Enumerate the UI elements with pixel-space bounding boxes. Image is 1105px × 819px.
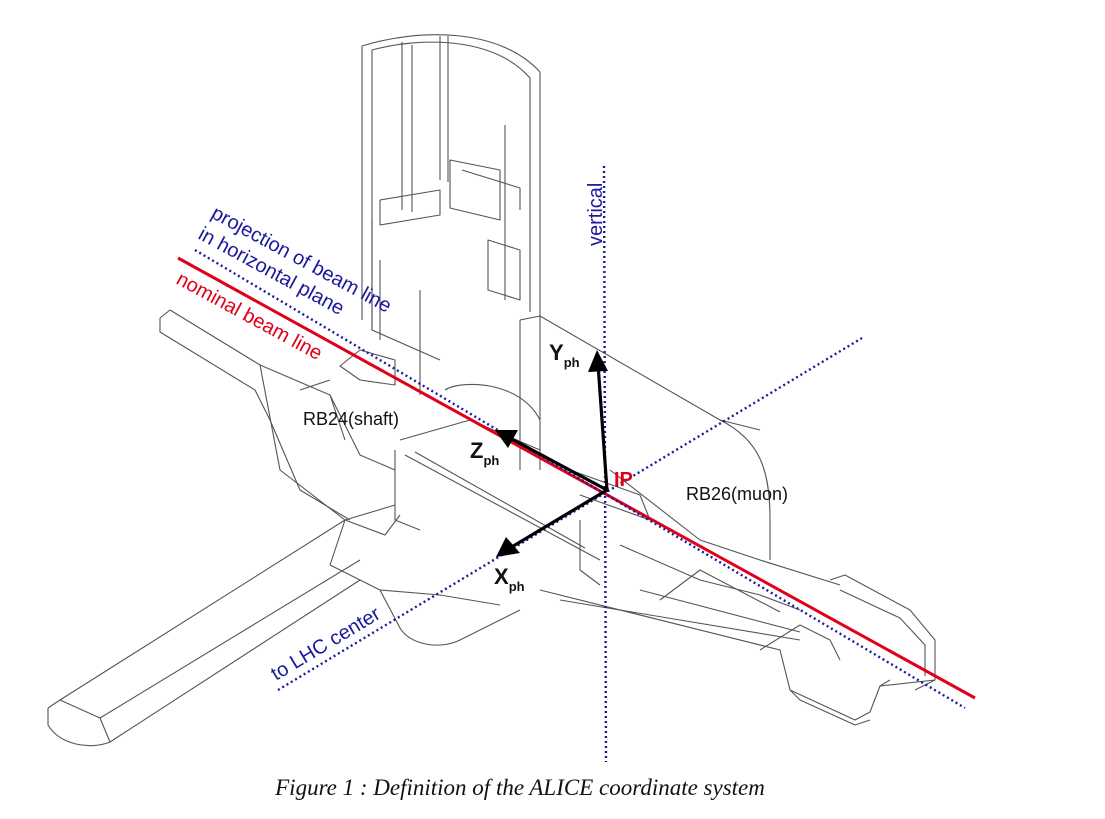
coordinate-axes bbox=[495, 350, 609, 557]
cavern-drawing bbox=[47, 34, 936, 747]
rb24-label: RB24(shaft) bbox=[303, 409, 399, 429]
reference-lines bbox=[177, 165, 976, 763]
x-axis-arrowhead bbox=[496, 537, 520, 557]
z-axis-arrow bbox=[507, 435, 608, 492]
z-axis-label: Zph bbox=[470, 438, 499, 468]
lhc-tunnel bbox=[47, 514, 521, 747]
y-axis-arrowhead bbox=[588, 350, 608, 372]
rb26-label: RB26(muon) bbox=[686, 484, 788, 504]
y-axis-arrow bbox=[596, 363, 609, 491]
z-axis-arrowhead bbox=[495, 430, 518, 448]
y-axis-label: Yph bbox=[549, 340, 580, 370]
figure-caption: Figure 1 : Definition of the ALICE coord… bbox=[275, 775, 765, 800]
projection-beam-line bbox=[194, 248, 966, 710]
x-axis-arrow bbox=[509, 488, 608, 550]
labels: projection of beam line in horizontal pl… bbox=[173, 183, 788, 686]
x-axis-label: Xph bbox=[494, 564, 525, 594]
shaft-cylinder bbox=[361, 34, 541, 395]
vertical-line bbox=[602, 165, 608, 763]
main-hall bbox=[394, 315, 771, 561]
rb26-tunnel bbox=[539, 469, 936, 726]
vertical-label: vertical bbox=[585, 183, 607, 246]
ip-label: IP bbox=[614, 469, 633, 491]
ip-point bbox=[605, 488, 609, 492]
rb24-tunnel bbox=[159, 309, 396, 521]
lhc-center-label: to LHC center bbox=[267, 603, 384, 686]
nominal-beam-line bbox=[177, 256, 976, 700]
lhc-center-line bbox=[277, 336, 863, 692]
